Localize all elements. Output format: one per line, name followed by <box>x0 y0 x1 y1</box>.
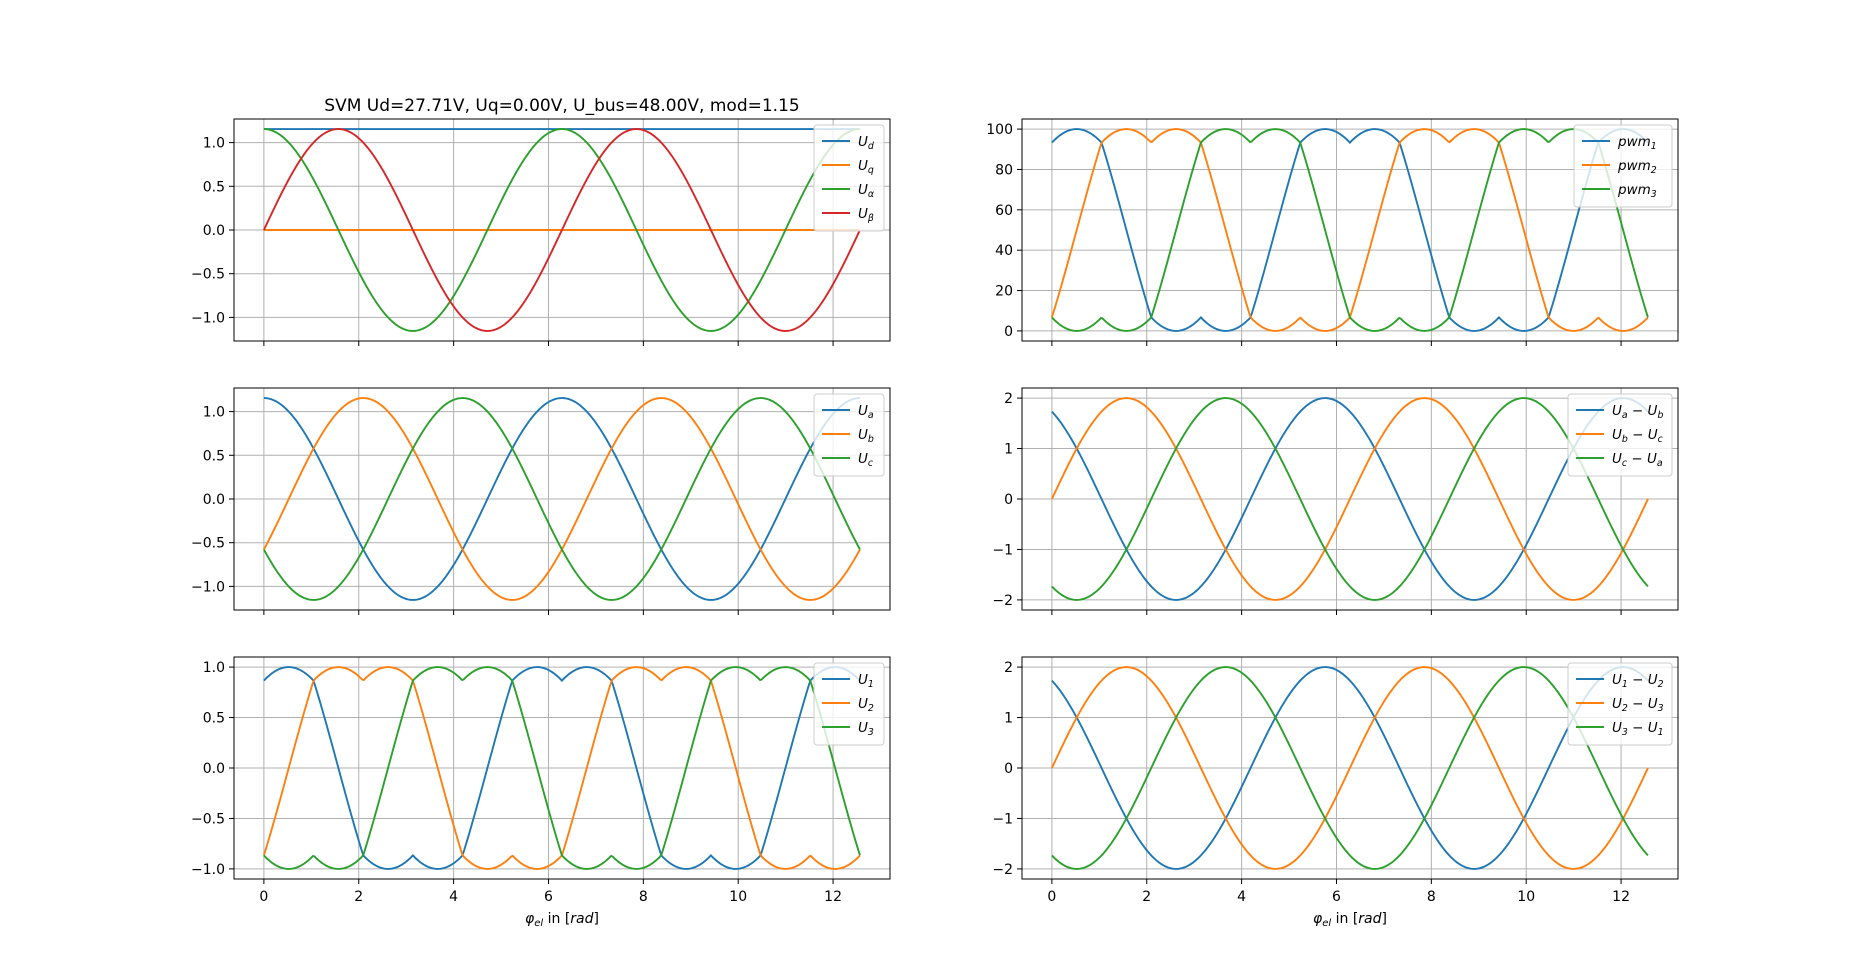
y-tick-label: 0.5 <box>203 711 225 727</box>
legend: pwm1​ pwm2​ pwm3​ <box>1573 124 1673 208</box>
y-tick-label: 1.0 <box>203 136 225 152</box>
series-line-line-abc-1 <box>1051 397 1649 601</box>
y-tick-label: 60 <box>995 203 1013 219</box>
y-tick-label: 1 <box>1004 711 1013 727</box>
series-line-pwm-1 <box>1050 128 1649 332</box>
y-tick-label: −0.5 <box>191 536 225 552</box>
legend: Ua​ − Ub​ Ub​ − Uc​ Uc​ − Ua​ <box>1567 393 1673 477</box>
x-axis-label: φel in [rad] <box>525 911 599 929</box>
y-tick-label: 2 <box>1004 391 1013 407</box>
y-tick-label: −2 <box>992 593 1013 609</box>
legend-label: U3​ − U1​ <box>1612 720 1664 738</box>
legend: Ud​ Uq​ Uα​ Uβ​ <box>813 124 885 232</box>
x-tick-label: 4 <box>1237 889 1246 905</box>
y-tick-label: 0 <box>1004 761 1013 777</box>
subplot-line-abc: −2 −1 0 1 2 Ua​ − Ub​ Ub​ − Uc​ Uc​ − Ua​ <box>992 387 1679 615</box>
y-tick-label: −2 <box>992 862 1013 878</box>
legend-label: U2​ <box>858 696 874 714</box>
legend-label: Uc​ − Ua​ <box>1612 451 1663 469</box>
y-tick-label: 2 <box>1004 660 1013 676</box>
legend-label: U1​ − U2​ <box>1612 672 1664 690</box>
y-tick-label: 20 <box>995 284 1013 300</box>
y-tick-label: 1.0 <box>203 405 225 421</box>
y-tick-label: 0.5 <box>203 448 225 464</box>
legend-label: Uβ​ <box>858 206 874 224</box>
series-line-line-123-0 <box>1051 666 1649 870</box>
y-tick-label: −0.5 <box>191 811 225 827</box>
x-tick-label: 2 <box>1142 889 1151 905</box>
series-line-line-123-2 <box>1051 666 1649 870</box>
series-line-svm-input-2 <box>263 128 860 332</box>
legend-label: Ua​ <box>858 403 874 421</box>
legend-label: pwm3​ <box>1617 182 1657 200</box>
subplot-phase-abc: −1.0 −0.5 0.0 0.5 1.0 Ua​ Ub​ Uc​ <box>191 387 891 615</box>
legend: Ua​ Ub​ Uc​ <box>813 393 885 477</box>
y-tick-label: 0.5 <box>203 179 225 195</box>
x-tick-label: 8 <box>1427 889 1436 905</box>
y-tick-label: −1.0 <box>191 862 225 878</box>
axes-frame <box>1021 118 1679 342</box>
series-line-svm-input-3 <box>263 128 861 332</box>
legend-label: Ub​ <box>858 427 874 445</box>
y-tick-label: 0.0 <box>203 223 225 239</box>
legend-label: U1​ <box>858 672 874 690</box>
legend-label: U2​ − U3​ <box>1612 696 1664 714</box>
figure-title: SVM Ud=27.71V, Uq=0.00V, U_bus=48.00V, m… <box>324 96 799 116</box>
legend-label: Ud​ <box>858 134 874 152</box>
x-tick-label: 10 <box>729 889 747 905</box>
legend-label: U3​ <box>858 720 874 738</box>
series-line-pwm-2 <box>1051 128 1649 332</box>
series-line-line-abc-0 <box>1051 397 1649 601</box>
y-tick-label: 0 <box>1004 492 1013 508</box>
x-tick-label: 2 <box>354 889 363 905</box>
legend-label: Ub​ − Uc​ <box>1612 427 1664 445</box>
x-tick-label: 12 <box>1612 889 1630 905</box>
y-tick-label: 80 <box>995 162 1013 178</box>
series-line-phase-123-2 <box>263 666 861 870</box>
y-tick-label: 1.0 <box>203 660 225 676</box>
x-tick-label: 6 <box>544 889 553 905</box>
y-tick-label: 0 <box>1004 324 1013 340</box>
y-tick-label: 40 <box>995 243 1013 259</box>
legend: U1​ U2​ U3​ <box>813 662 885 746</box>
x-tick-label: 6 <box>1332 889 1341 905</box>
y-tick-label: 0.0 <box>203 761 225 777</box>
legend-label: Uα​ <box>858 182 875 200</box>
x-tick-label: 12 <box>824 889 842 905</box>
subplot-phase-123: −1.0 −0.5 0.0 0.5 1.0 0 2 4 6 8 10 12 φel in [rad] U1… <box>191 656 891 929</box>
subplot-svm-input: −1.0 −0.5 0.0 0.5 1.0 Ud​ Uq​ Uα​ Uβ​ <box>191 118 891 346</box>
legend-label: Ua​ − Ub​ <box>1612 403 1663 421</box>
x-tick-label: 4 <box>449 889 458 905</box>
y-tick-label: 100 <box>986 122 1013 138</box>
subplot-pwm: 0 20 40 60 80 100 pwm1​ pwm2​ pwm3​ <box>986 118 1679 346</box>
x-tick-label: 0 <box>1047 889 1056 905</box>
legend-label: Uc​ <box>858 451 874 469</box>
series-line-phase-abc-2 <box>263 397 861 601</box>
x-tick-label: 0 <box>259 889 268 905</box>
series-line-line-123-1 <box>1051 666 1649 870</box>
y-tick-label: −0.5 <box>191 267 225 283</box>
x-tick-label: 10 <box>1517 889 1535 905</box>
y-tick-label: −1.0 <box>191 310 225 326</box>
y-tick-label: −1 <box>992 811 1013 827</box>
series-line-line-abc-2 <box>1051 397 1649 601</box>
legend-label: pwm1​ <box>1617 134 1657 152</box>
legend-label: pwm2​ <box>1617 158 1657 176</box>
legend: U1​ − U2​ U2​ − U3​ U3​ − U1​ <box>1567 662 1673 746</box>
series-line-pwm-0 <box>1051 128 1649 332</box>
x-tick-label: 8 <box>639 889 648 905</box>
y-tick-label: −1 <box>992 542 1013 558</box>
legend-label: Uq​ <box>858 158 874 176</box>
y-tick-label: 1 <box>1004 442 1013 458</box>
axes-layer: −1.0−0.50.00.51.0Ud​Uq​Uα​Uβ​02040608010… <box>191 118 1679 929</box>
x-axis-label: φel in [rad] <box>1313 911 1387 929</box>
y-tick-label: −1.0 <box>191 579 225 595</box>
y-tick-label: 0.0 <box>203 492 225 508</box>
